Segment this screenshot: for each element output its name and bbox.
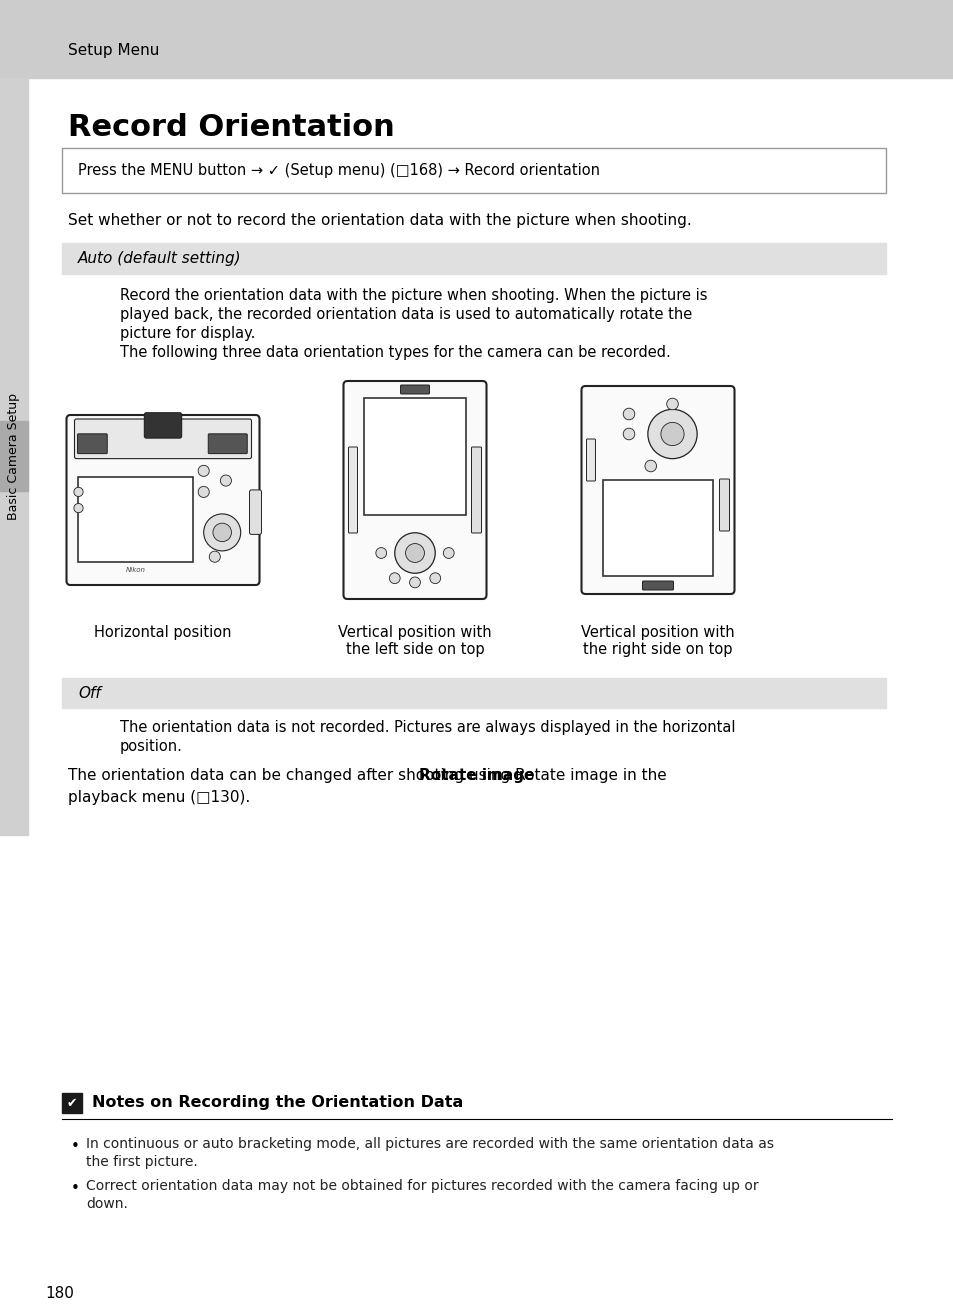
Text: Off: Off (78, 686, 101, 700)
Text: Record Orientation: Record Orientation (68, 113, 395, 142)
Text: Press the MENU button → ✓ (Setup menu) (□168) → Record orientation: Press the MENU button → ✓ (Setup menu) (… (78, 163, 599, 177)
Circle shape (644, 460, 656, 472)
Circle shape (198, 486, 209, 498)
Circle shape (443, 548, 454, 558)
Circle shape (622, 428, 634, 440)
Text: Correct orientation data may not be obtained for pictures recorded with the came: Correct orientation data may not be obta… (86, 1179, 758, 1193)
Text: Horizontal position: Horizontal position (94, 625, 232, 640)
FancyBboxPatch shape (348, 447, 357, 533)
FancyBboxPatch shape (343, 381, 486, 599)
Circle shape (405, 544, 424, 562)
Text: ✔: ✔ (67, 1096, 77, 1109)
FancyBboxPatch shape (67, 415, 259, 585)
FancyBboxPatch shape (581, 386, 734, 594)
Bar (78, 477, 193, 561)
Text: The orientation data can be changed after shooting using Rotate image in the: The orientation data can be changed afte… (68, 767, 666, 783)
FancyBboxPatch shape (641, 581, 673, 590)
FancyBboxPatch shape (471, 447, 481, 533)
Circle shape (395, 532, 435, 573)
Text: Record the orientation data with the picture when shooting. When the picture is: Record the orientation data with the pic… (120, 288, 707, 304)
Circle shape (647, 410, 697, 459)
Text: Rotate image: Rotate image (418, 767, 534, 783)
Text: Notes on Recording the Orientation Data: Notes on Recording the Orientation Data (91, 1096, 463, 1110)
Circle shape (73, 487, 83, 497)
Text: Basic Camera Setup: Basic Camera Setup (8, 393, 20, 520)
FancyBboxPatch shape (74, 419, 252, 459)
Text: •: • (71, 1181, 79, 1196)
Circle shape (209, 551, 220, 562)
Text: down.: down. (86, 1197, 128, 1212)
Text: Vertical position with
the right side on top: Vertical position with the right side on… (580, 625, 734, 657)
Bar (602, 480, 712, 576)
Circle shape (213, 523, 232, 541)
Bar (62, 148, 885, 193)
FancyBboxPatch shape (144, 413, 181, 438)
Text: Vertical position with
the left side on top: Vertical position with the left side on … (337, 625, 492, 657)
Text: The orientation data is not recorded. Pictures are always displayed in the horiz: The orientation data is not recorded. Pi… (120, 720, 735, 735)
Circle shape (389, 573, 399, 583)
Text: playback menu (□130).: playback menu (□130). (68, 790, 250, 805)
FancyBboxPatch shape (77, 434, 107, 453)
Text: Nikon: Nikon (126, 566, 146, 573)
FancyBboxPatch shape (400, 385, 429, 394)
Circle shape (73, 503, 83, 512)
Circle shape (622, 409, 634, 419)
Text: Set whether or not to record the orientation data with the picture when shooting: Set whether or not to record the orienta… (68, 213, 691, 229)
Bar (62, 678, 885, 708)
Circle shape (666, 398, 678, 410)
Bar (363, 398, 466, 515)
Text: position.: position. (120, 738, 183, 754)
Text: Setup Menu: Setup Menu (68, 42, 159, 58)
Circle shape (220, 474, 232, 486)
FancyBboxPatch shape (208, 434, 247, 453)
Bar (0, 420, 28, 491)
Bar (62, 243, 885, 275)
Circle shape (409, 577, 420, 587)
Text: Auto (default setting): Auto (default setting) (78, 251, 241, 265)
Text: In continuous or auto bracketing mode, all pictures are recorded with the same o: In continuous or auto bracketing mode, a… (86, 1137, 773, 1151)
FancyBboxPatch shape (586, 439, 595, 481)
Text: the first picture.: the first picture. (86, 1155, 197, 1169)
Bar (62, 1093, 82, 1113)
FancyBboxPatch shape (250, 490, 261, 535)
FancyBboxPatch shape (719, 480, 729, 531)
Text: 180: 180 (45, 1285, 73, 1301)
Circle shape (198, 465, 209, 477)
Text: picture for display.: picture for display. (120, 326, 255, 342)
Bar (0, 78, 28, 834)
Text: played back, the recorded orientation data is used to automatically rotate the: played back, the recorded orientation da… (120, 307, 692, 322)
Circle shape (430, 573, 440, 583)
Text: •: • (71, 1139, 79, 1154)
Circle shape (375, 548, 386, 558)
Bar (0, 0, 953, 78)
Text: The following three data orientation types for the camera can be recorded.: The following three data orientation typ… (120, 346, 670, 360)
Circle shape (660, 422, 683, 445)
Circle shape (204, 514, 240, 551)
